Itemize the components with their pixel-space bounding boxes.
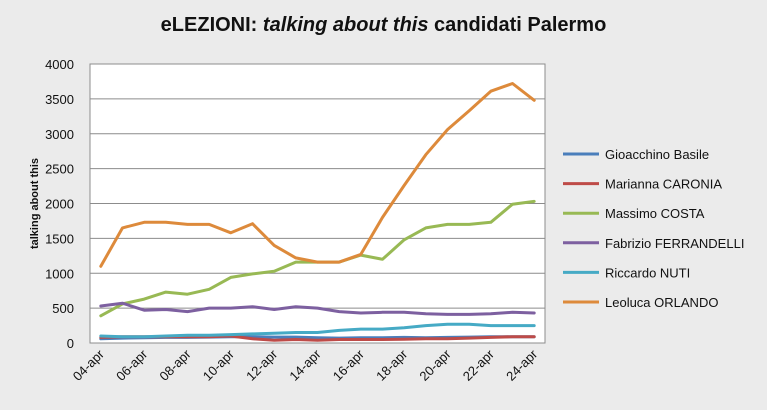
title-part-post: candidati Palermo xyxy=(428,14,607,36)
x-tick-label: 22-apr xyxy=(460,346,498,384)
series-line xyxy=(99,82,536,268)
series-line xyxy=(99,322,536,339)
legend-label: Fabrizio FERRANDELLI xyxy=(605,236,744,251)
y-tick-label: 2500 xyxy=(45,162,74,177)
x-tick-label: 12-apr xyxy=(243,346,281,384)
legend-label: Leoluca ORLANDO xyxy=(605,295,718,310)
series-line xyxy=(99,301,536,316)
legend-label: Riccardo NUTI xyxy=(605,265,690,280)
legend-label: Gioacchino Basile xyxy=(605,147,709,162)
y-axis-label: talking about this xyxy=(29,158,41,249)
x-tick-label: 10-apr xyxy=(200,346,238,384)
y-tick-label: 3500 xyxy=(45,92,74,107)
x-tick-label: 18-apr xyxy=(373,346,411,384)
y-tick-label: 3000 xyxy=(45,127,74,142)
x-tick-label: 08-apr xyxy=(156,346,194,384)
x-tick-label: 04-apr xyxy=(70,346,108,384)
x-tick-label: 20-apr xyxy=(416,346,454,384)
y-tick-label: 1500 xyxy=(45,231,74,246)
x-tick-label: 14-apr xyxy=(286,346,324,384)
x-tick-label: 06-apr xyxy=(113,346,151,384)
x-tick-label: 24-apr xyxy=(503,346,541,384)
legend-label: Massimo COSTA xyxy=(605,206,705,221)
y-tick-label: 0 xyxy=(67,336,74,351)
y-tick-label: 500 xyxy=(52,301,74,316)
x-tick-label: 16-apr xyxy=(330,346,368,384)
title-part-italic: talking about this xyxy=(262,14,429,36)
legend-label: Marianna CARONIA xyxy=(605,177,722,192)
chart-title: eLEZIONI: talking about this candidati P… xyxy=(0,14,767,37)
title-part-pre: eLEZIONI: xyxy=(160,14,263,36)
y-tick-label: 1000 xyxy=(45,266,74,281)
y-tick-label: 2000 xyxy=(45,197,74,212)
y-tick-label: 4000 xyxy=(45,57,74,72)
